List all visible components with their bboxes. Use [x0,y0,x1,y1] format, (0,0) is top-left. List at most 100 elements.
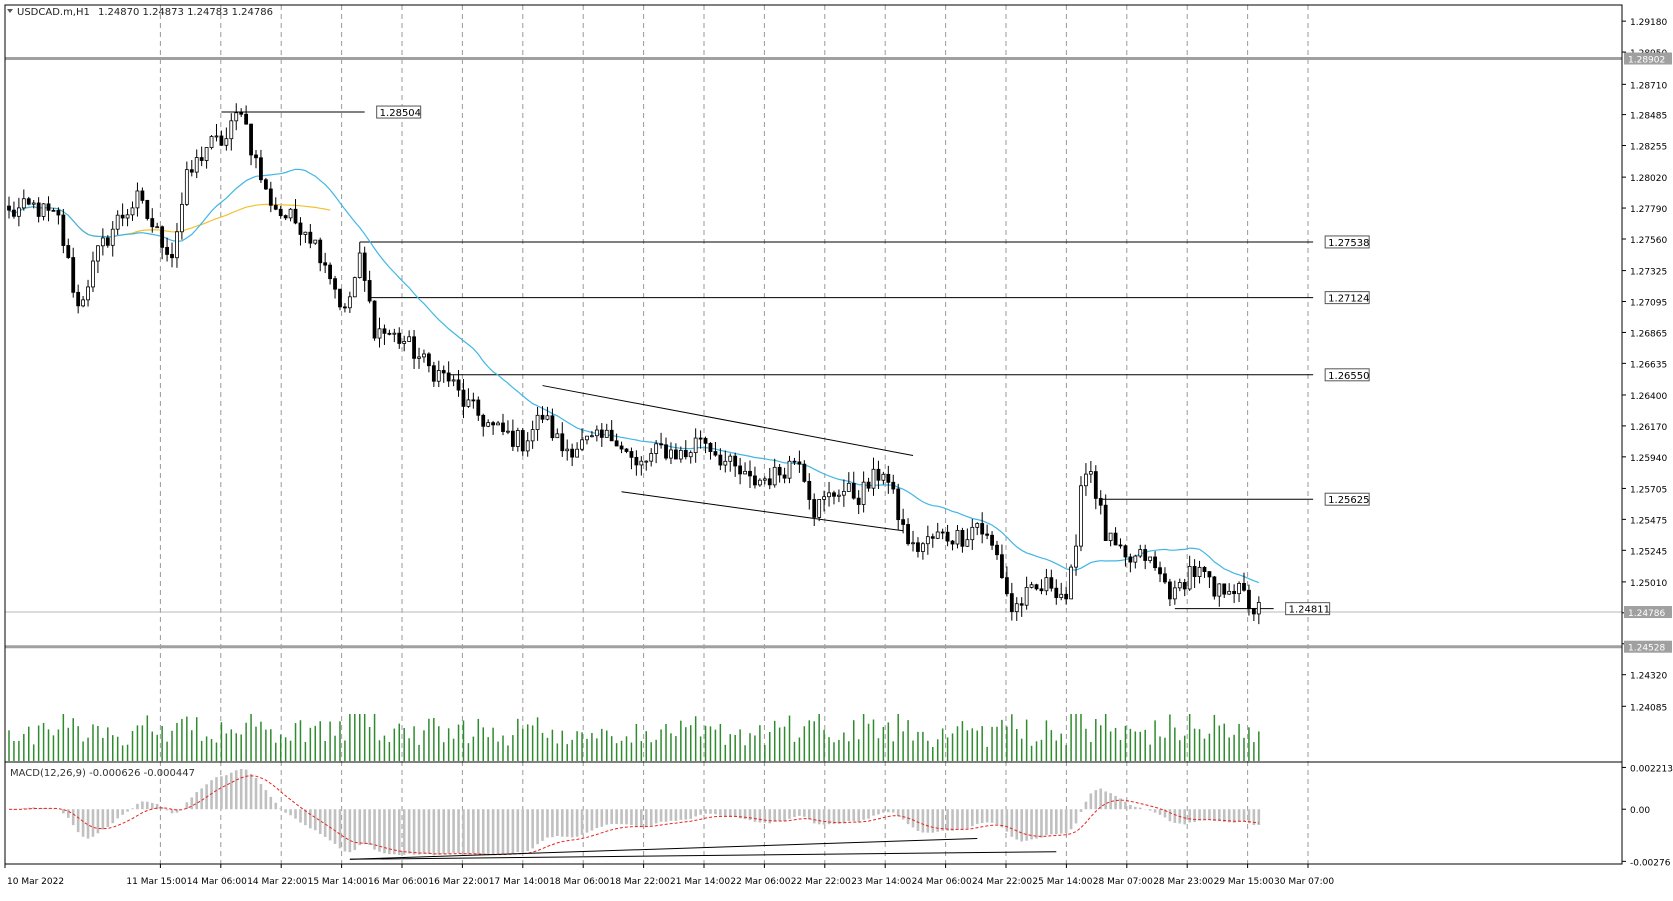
time-tick-label: 28 Mar 23:00 [1153,877,1213,887]
candle-body [762,478,767,481]
candle-body [1217,583,1222,597]
candle-body [1143,549,1148,561]
candle-body [1069,566,1073,600]
candle-body [456,379,461,391]
candle-body [594,429,599,437]
price-tick-label: 1.26635 [1630,360,1667,370]
candle-body [150,218,155,228]
candle-body [461,389,466,407]
candle-body [1232,590,1237,595]
level-label-box [1285,602,1331,616]
candle-body [649,453,654,462]
candle-body [318,239,323,264]
ohlc-label: 1.24870 1.24873 1.24783 1.24786 [98,7,273,18]
candle-body [1182,582,1187,590]
candle-body [76,291,81,307]
candle-body [1256,602,1261,615]
candle-body [7,205,11,211]
candle-body [120,214,125,219]
time-tick-label: 30 Mar 07:00 [1274,877,1334,887]
time-tick-label: 22 Mar 06:00 [730,877,790,887]
candle-body [767,478,772,486]
candle-body [431,365,436,382]
candle-body [851,482,856,499]
level-label-box [1324,492,1370,506]
candle-body [476,399,481,416]
time-tick-label: 10 Mar 2022 [7,877,64,887]
candle-body [26,198,31,205]
price-tag-label: 1.24786 [1628,609,1665,619]
candle-body [619,445,624,450]
candle-body [145,200,150,219]
level-label-box [376,105,422,119]
candle-body [1024,586,1029,606]
candle-body [352,277,357,298]
candle-body [881,473,886,481]
candle-body [575,448,579,458]
candle-body [970,526,975,541]
price-tag-box [1624,52,1672,65]
candle-body [995,544,999,556]
time-tick-label: 15 Mar 14:00 [308,877,368,887]
candle-body [678,449,683,460]
candle-body [115,214,120,230]
candle-body [688,452,693,458]
candle-body [362,252,367,281]
candle-body [629,451,634,458]
candle-body [1133,555,1138,563]
time-tick-label: 21 Mar 14:00 [670,877,730,887]
time-tick-label: 22 Mar 22:00 [791,877,851,887]
candle-body [1227,590,1232,595]
candle-body [753,475,757,486]
candle-body [209,136,214,148]
candle-body [96,245,100,262]
price-tick-label: 1.25940 [1630,454,1667,464]
candle-body [861,481,866,505]
candle-body [402,341,407,344]
price-tick-label: 1.25705 [1630,485,1667,495]
candle-body [980,523,985,535]
candle-body [1039,588,1044,592]
candle-body [925,536,930,545]
candle-body [590,435,594,438]
candle-body [372,300,377,339]
candle-body [436,370,441,382]
candle-body [866,481,871,489]
candle-body [199,157,204,161]
candle-body [856,497,861,505]
level-label: 1.24811 [1285,602,1331,616]
level-label: 1.27538 [1324,235,1370,249]
candle-body [165,246,169,255]
candle-body [674,449,678,460]
candle-body [787,460,792,479]
time-tick-label: 16 Mar 22:00 [428,877,488,887]
candle-body [244,113,249,125]
candle-body [239,112,244,115]
candle-body [46,203,51,211]
candle-body [708,442,713,452]
candle-body [328,264,333,280]
triangle-down-icon[interactable] [7,9,13,13]
price-tick-label: 1.24085 [1630,703,1667,713]
time-tick-label: 14 Mar 22:00 [247,877,307,887]
candle-body [792,460,797,463]
candle-body [397,332,402,344]
candle-body [772,466,777,486]
candle-body [965,539,970,547]
candle-body [1074,545,1078,568]
candle-body [254,154,258,159]
candle-body [283,215,288,219]
candle-body [921,543,925,552]
candle-body [802,463,807,482]
candle-body [797,461,802,465]
candle-body [891,481,896,490]
candle-body [510,430,515,447]
candle-body [614,440,619,447]
candle-body [841,491,846,496]
candle-body [1000,554,1004,579]
candle-body [347,296,352,309]
candle-body [580,439,584,450]
candle-body [669,449,673,459]
price-tick-label: 1.27095 [1630,299,1667,309]
